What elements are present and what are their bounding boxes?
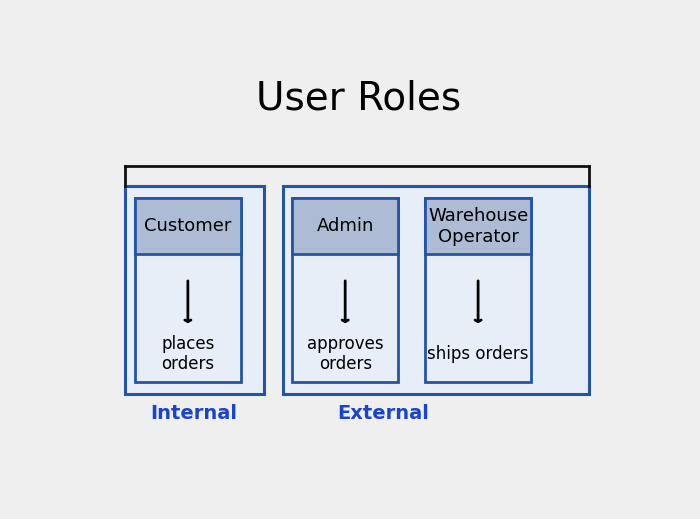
Bar xyxy=(283,186,589,394)
Text: Internal: Internal xyxy=(150,404,237,424)
Text: Customer: Customer xyxy=(144,217,232,235)
Text: ships orders: ships orders xyxy=(427,345,528,363)
Text: Warehouse
Operator: Warehouse Operator xyxy=(428,207,528,245)
Text: External: External xyxy=(337,404,429,424)
Bar xyxy=(135,198,241,254)
Bar xyxy=(425,198,531,254)
Bar xyxy=(293,198,398,254)
Bar xyxy=(125,186,264,394)
Text: approves
orders: approves orders xyxy=(307,335,384,373)
Text: Admin: Admin xyxy=(316,217,374,235)
Bar xyxy=(135,198,241,382)
Text: User Roles: User Roles xyxy=(256,79,461,117)
Bar xyxy=(293,198,398,382)
Bar xyxy=(425,198,531,382)
Text: places
orders: places orders xyxy=(161,335,214,373)
